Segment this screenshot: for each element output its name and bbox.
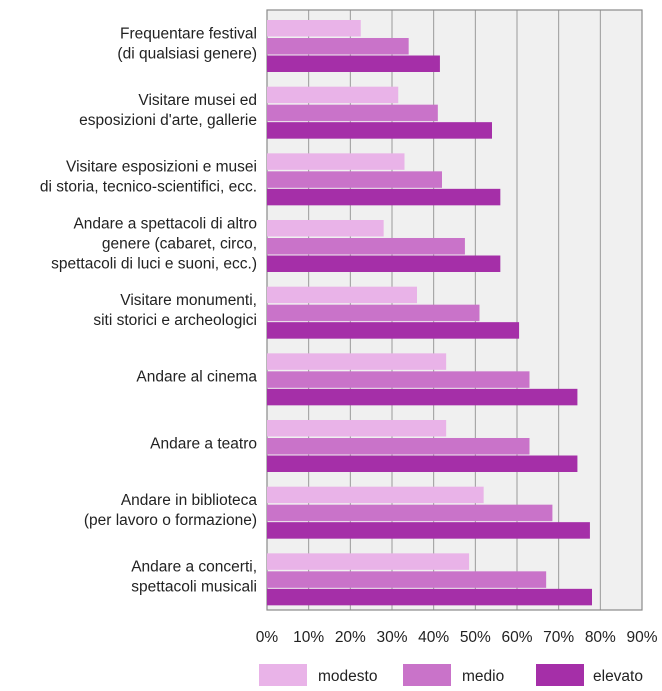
x-tick-label: 0%: [256, 629, 279, 646]
bar-medio: [267, 504, 553, 522]
bar-modesto: [267, 420, 447, 437]
category-label: Visitare musei ed esposizioni d'arte, gal…: [79, 92, 257, 129]
x-tick-label: 90%: [626, 629, 657, 646]
x-tick-label: 30%: [376, 629, 407, 646]
x-tick-label: 50%: [460, 629, 491, 646]
bar-elevato: [267, 588, 592, 606]
bar-modesto: [267, 153, 405, 170]
category-label: Andare a concerti, spettacoli musicali: [131, 559, 257, 596]
bar-medio: [267, 238, 465, 255]
bar-modesto: [267, 20, 361, 37]
bar-medio: [267, 304, 480, 322]
legend-swatch-elevato: [536, 664, 584, 686]
x-tick-label: 70%: [543, 629, 574, 646]
category-label: Visitare monumenti, siti storici e archeo…: [93, 292, 257, 329]
bar-elevato: [267, 188, 501, 206]
x-tick-label: 40%: [418, 629, 449, 646]
x-tick-label: 60%: [501, 629, 532, 646]
bar-modesto: [267, 286, 417, 304]
bar-elevato: [267, 122, 492, 139]
bar-elevato: [267, 55, 440, 72]
bar-elevato: [267, 455, 578, 472]
bar-medio: [267, 38, 409, 55]
bar-elevato: [267, 388, 578, 406]
bar-elevato: [267, 522, 590, 539]
bar-medio: [267, 571, 547, 588]
category-label: Andare in biblioteca (per lavoro o formaz…: [84, 492, 258, 529]
bar-modesto: [267, 486, 484, 504]
category-label: Visitare esposizioni e musei di storia, t…: [40, 159, 257, 196]
x-tick-label: 20%: [335, 629, 366, 646]
bar-medio: [267, 104, 438, 122]
bar-modesto: [267, 553, 470, 570]
legend-label-modesto: modesto: [318, 668, 377, 685]
bar-modesto: [267, 220, 384, 237]
legend-swatch-medio: [403, 664, 451, 686]
bar-medio: [267, 171, 442, 188]
category-label: Andare al cinema: [136, 369, 257, 386]
legend-label-medio: medio: [462, 668, 504, 685]
bar-medio: [267, 438, 530, 455]
category-label: Andare a teatro: [150, 435, 257, 452]
category-label: Frequentare festival (di qualsiasi genere…: [117, 25, 257, 62]
category-label: Andare a spettacoli di altro genere (caba…: [51, 215, 257, 272]
x-tick-label: 10%: [293, 629, 324, 646]
bar-elevato: [267, 322, 520, 339]
bar-elevato: [267, 255, 501, 272]
bar-medio: [267, 371, 530, 388]
legend-swatch-modesto: [259, 664, 307, 686]
x-tick-label: 80%: [585, 629, 616, 646]
legend-label-elevato: elevato: [593, 668, 643, 685]
bar-modesto: [267, 86, 399, 104]
bar-modesto: [267, 353, 447, 370]
